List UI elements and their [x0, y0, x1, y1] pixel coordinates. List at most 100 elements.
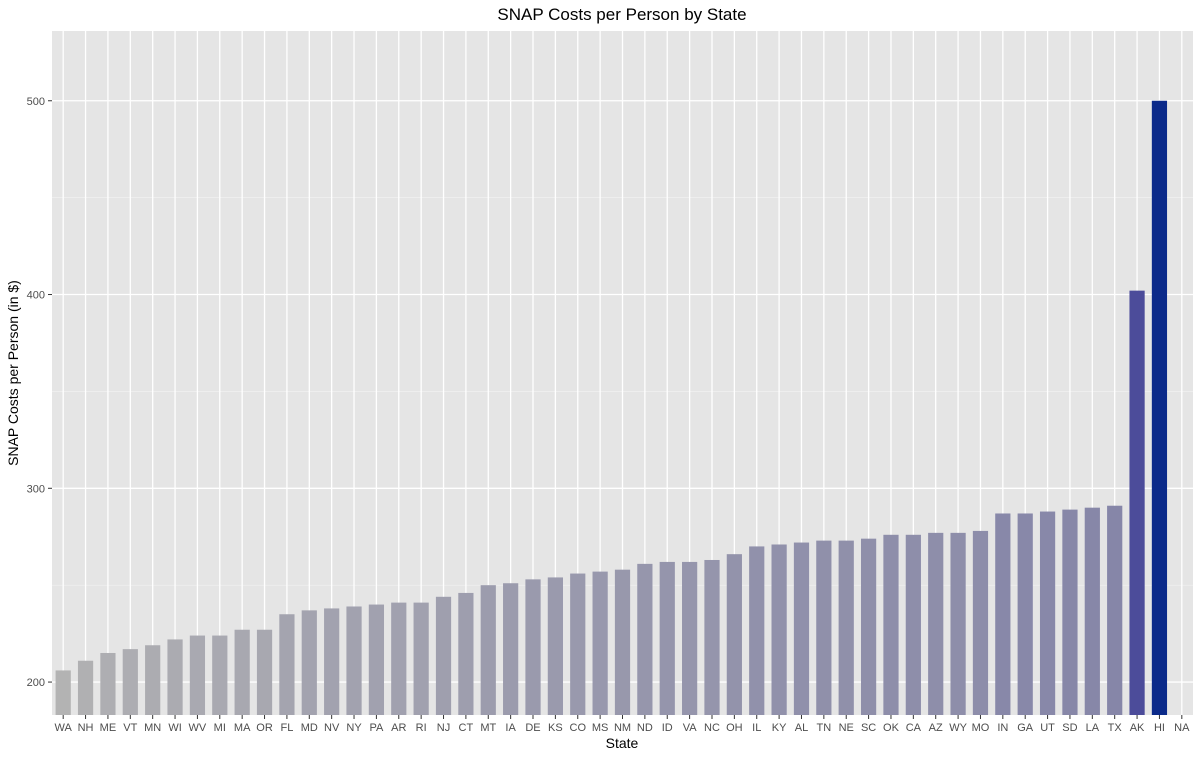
x-tick-label: CO	[570, 722, 587, 734]
x-tick-label: IL	[752, 722, 761, 734]
chart-title: SNAP Costs per Person by State	[497, 5, 746, 24]
bar-mn	[145, 645, 161, 715]
x-tick-label: OR	[256, 722, 273, 734]
x-tick-label: HI	[1154, 722, 1165, 734]
bar-mt	[480, 585, 496, 715]
bar-ks	[547, 577, 563, 715]
bar-va	[682, 561, 698, 715]
bar-mo	[972, 530, 989, 715]
bar-il	[749, 546, 765, 715]
x-tick-label: OH	[726, 722, 743, 734]
x-tick-label: AZ	[929, 722, 943, 734]
x-tick-label: PA	[369, 722, 384, 734]
bar-ma	[234, 629, 250, 715]
x-tick-label: NH	[78, 722, 94, 734]
x-tick-label: IA	[505, 722, 516, 734]
bar-nm	[614, 569, 631, 715]
x-tick-label: LA	[1086, 722, 1100, 734]
x-tick-label: VA	[683, 722, 698, 734]
x-tick-label: MN	[144, 722, 161, 734]
bar-ca	[905, 534, 921, 715]
bar-mi	[212, 635, 228, 715]
x-tick-label: WY	[949, 722, 967, 734]
x-tick-label: AL	[795, 722, 808, 734]
bar-vt	[122, 649, 138, 715]
x-tick-label: ND	[637, 722, 653, 734]
bar-wv	[189, 635, 206, 715]
bar-nd	[637, 563, 653, 715]
x-tick-label: MA	[234, 722, 251, 734]
x-tick-label: MS	[592, 722, 609, 734]
bar-wa	[55, 670, 71, 715]
x-tick-label: TX	[1108, 722, 1123, 734]
bar-ok	[883, 534, 899, 715]
bar-wy	[950, 532, 966, 715]
bars	[55, 100, 1168, 716]
x-tick-label: UT	[1040, 722, 1055, 734]
x-tick-label: GA	[1017, 722, 1034, 734]
x-tick-label: MD	[301, 722, 318, 734]
x-tick-label: NV	[324, 722, 340, 734]
bar-tx	[1107, 505, 1123, 715]
x-tick-label: AR	[391, 722, 406, 734]
bar-oh	[726, 554, 742, 715]
bar-or	[256, 629, 273, 715]
y-tick-label: 200	[27, 677, 45, 689]
bar-de	[525, 579, 541, 715]
bar-la	[1084, 507, 1100, 715]
y-tick-label: 500	[27, 96, 45, 108]
bar-nj	[435, 596, 452, 715]
x-tick-label: FL	[280, 722, 293, 734]
x-tick-label: NJ	[437, 722, 450, 734]
x-tick-label: NE	[839, 722, 854, 734]
bar-nh	[77, 660, 94, 715]
x-tick-label: KS	[548, 722, 563, 734]
bar-az	[928, 532, 944, 715]
x-tick-label: KY	[772, 722, 787, 734]
x-tick-label: WA	[55, 722, 73, 734]
bar-in	[995, 513, 1011, 715]
x-tick-label: DE	[525, 722, 540, 734]
bar-ne	[838, 540, 854, 715]
x-axis: WA NH ME VT MN WI WV MI MA OR FL MD NV NY PA AR RI NJ CT MT…	[55, 715, 1190, 734]
x-tick-label: AK	[1130, 722, 1145, 734]
bar-me	[100, 652, 116, 715]
x-tick-label: MI	[214, 722, 226, 734]
bar-sc	[860, 538, 877, 715]
y-axis: 200 300 400 500	[27, 96, 52, 689]
x-tick-label: WI	[168, 722, 181, 734]
y-tick-label: 400	[27, 290, 45, 302]
x-tick-label: SD	[1062, 722, 1077, 734]
bar-tn	[816, 540, 832, 715]
bar-nc	[704, 559, 720, 715]
y-tick-label: 300	[27, 483, 45, 495]
x-tick-label: NM	[614, 722, 631, 734]
bar-ut	[1039, 511, 1056, 715]
x-tick-label: WV	[189, 722, 207, 734]
x-tick-label: CA	[906, 722, 922, 734]
bar-co	[570, 573, 586, 715]
x-tick-label: RI	[416, 722, 427, 734]
bar-hi	[1151, 100, 1168, 716]
bar-sd	[1062, 509, 1078, 715]
x-tick-label: MT	[480, 722, 496, 734]
x-tick-label: IN	[997, 722, 1008, 734]
x-tick-label: TN	[817, 722, 832, 734]
x-tick-label: ME	[100, 722, 117, 734]
bar-ri	[413, 602, 429, 715]
bar-pa	[368, 604, 385, 715]
bar-ct	[458, 592, 474, 715]
y-axis-title: SNAP Costs per Person (in $)	[5, 280, 21, 466]
x-tick-label: MO	[972, 722, 990, 734]
bar-id	[659, 561, 675, 715]
x-tick-label: SC	[861, 722, 876, 734]
bar-ms	[592, 571, 608, 715]
x-tick-label: NY	[346, 722, 362, 734]
bar-md	[301, 610, 317, 715]
bar-fl	[279, 614, 295, 715]
x-tick-label: NC	[704, 722, 720, 734]
bar-nv	[324, 608, 340, 715]
bar-ia	[503, 583, 519, 715]
bar-ga	[1017, 513, 1033, 715]
